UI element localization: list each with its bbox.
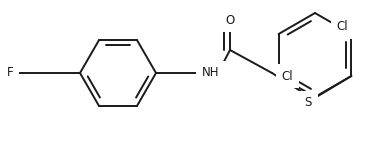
Text: F: F — [7, 67, 13, 79]
Text: Cl: Cl — [337, 20, 349, 33]
Text: O: O — [225, 13, 235, 27]
Text: Cl: Cl — [282, 69, 293, 83]
Text: NH: NH — [202, 67, 220, 79]
Text: S: S — [304, 97, 312, 109]
